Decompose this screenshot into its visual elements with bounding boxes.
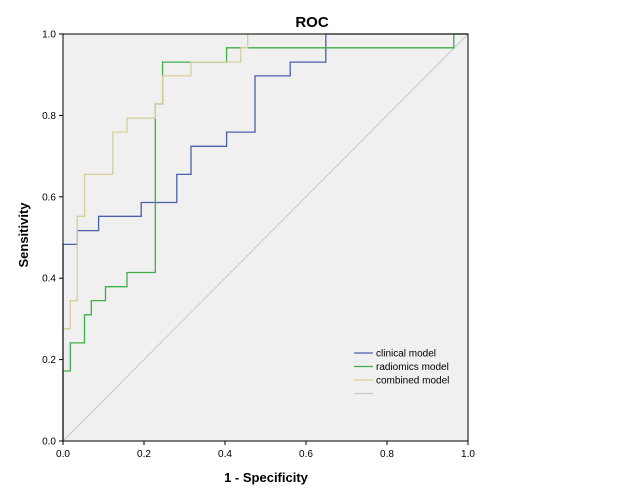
y-tick-label: 0.4 [42, 274, 56, 285]
series-line-1 [62, 33, 468, 441]
x-tick-label: 0.8 [380, 449, 394, 460]
y-tick-label: 0.2 [42, 355, 56, 366]
y-tick-label: 1.0 [42, 30, 56, 41]
series-line-3 [62, 33, 468, 441]
plot-border [62, 33, 469, 442]
legend-label: radiomics model [376, 362, 449, 373]
x-tick-label: 0.2 [137, 449, 151, 460]
legend: clinical model radiomics model combined mo… [354, 349, 449, 395]
x-tick-label: 0.6 [299, 449, 313, 460]
x-tick-label: 0.0 [56, 449, 70, 460]
x-axis-label: 1 - Specificity [224, 470, 309, 485]
reference-line [62, 33, 469, 442]
legend-label: combined model [376, 376, 449, 387]
legend-label: clinical model [376, 349, 436, 360]
x-tick-label: 0.4 [218, 449, 232, 460]
y-tick-label: 0.8 [42, 111, 56, 122]
y-tick-label: 0.0 [42, 437, 56, 448]
y-axis-label: Sensitivity [16, 202, 31, 268]
y-tick-label: 0.6 [42, 192, 56, 203]
x-tick-label: 1.0 [461, 449, 475, 460]
chart-title: ROC [295, 14, 329, 31]
series-line-2 [62, 33, 468, 441]
